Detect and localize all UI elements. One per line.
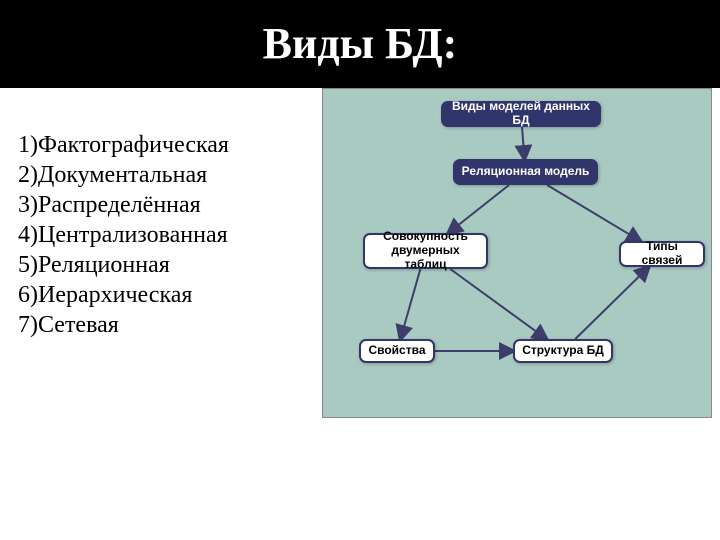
- list-item: 3)Распределённая: [18, 190, 308, 220]
- diagram-node-struct: Структура БД: [513, 339, 613, 363]
- diagram-edge: [400, 269, 420, 339]
- diagram-edge: [450, 269, 546, 339]
- list-item: 2)Документальная: [18, 160, 308, 190]
- diagram-node-props: Свойства: [359, 339, 435, 363]
- diagram-edge: [448, 185, 509, 233]
- page-title: Виды БД:: [0, 18, 720, 69]
- title-bar: Виды БД:: [0, 0, 720, 79]
- diagram-panel: Виды моделей данных БД Реляционная модель…: [322, 88, 712, 418]
- diagram-edge: [522, 127, 524, 159]
- list-item: 1)Фактографическая: [18, 130, 308, 160]
- list-item: 6)Иерархическая: [18, 280, 308, 310]
- diagram-node-root: Виды моделей данных БД: [441, 101, 601, 127]
- list-item: 4)Централизованная: [18, 220, 308, 250]
- list-item: 7)Сетевая: [18, 310, 308, 340]
- diagram-node-rel: Реляционная модель: [453, 159, 598, 185]
- diagram-node-types: Типы связей: [619, 241, 705, 267]
- diagram-node-tables: Совокупность двумерных таблиц: [363, 233, 488, 269]
- diagram-edge: [547, 185, 640, 241]
- diagram-edge: [575, 267, 648, 339]
- db-types-list: 1)Фактографическая 2)Документальная 3)Ра…: [18, 130, 308, 340]
- list-item: 5)Реляционная: [18, 250, 308, 280]
- content-area: 1)Фактографическая 2)Документальная 3)Ра…: [0, 88, 720, 540]
